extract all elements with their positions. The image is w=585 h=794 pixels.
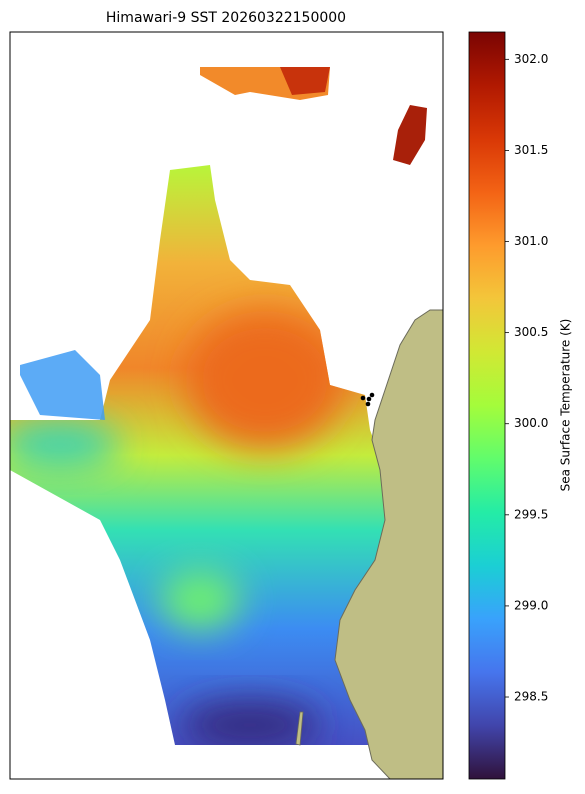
colorbar-tick-label: 300.0 bbox=[514, 416, 548, 430]
colorbar-tick-label: 302.0 bbox=[514, 52, 548, 66]
island bbox=[295, 711, 304, 746]
land bbox=[334, 309, 444, 780]
sst-west-patch bbox=[20, 350, 105, 420]
colorbar-tick-label: 298.5 bbox=[514, 690, 548, 704]
colorbar-tick-label: 301.5 bbox=[514, 143, 548, 157]
colorbar-tick-label: 300.5 bbox=[514, 325, 548, 339]
map bbox=[9, 31, 444, 780]
colorbar-tick-label: 301.0 bbox=[514, 234, 548, 248]
colorbar bbox=[468, 31, 506, 780]
map-frame bbox=[9, 31, 444, 780]
colorbar-label: Sea Surface Temperature (K) bbox=[559, 319, 573, 492]
warm-core bbox=[185, 310, 345, 450]
station-marker bbox=[365, 401, 371, 407]
station-marker bbox=[369, 392, 375, 398]
colorbar-tick-label: 299.0 bbox=[514, 598, 548, 612]
map-title: Himawari-9 SST 20260322150000 bbox=[106, 10, 346, 26]
colorbar-tick-label: 299.5 bbox=[514, 507, 548, 521]
station-marker bbox=[360, 395, 366, 401]
sst-top-warm bbox=[280, 67, 330, 95]
station-marker bbox=[366, 396, 372, 402]
cool-tongue bbox=[10, 420, 120, 470]
cold-patch bbox=[180, 700, 320, 745]
green-patch bbox=[160, 570, 240, 630]
sst-warm-blob bbox=[393, 105, 427, 165]
